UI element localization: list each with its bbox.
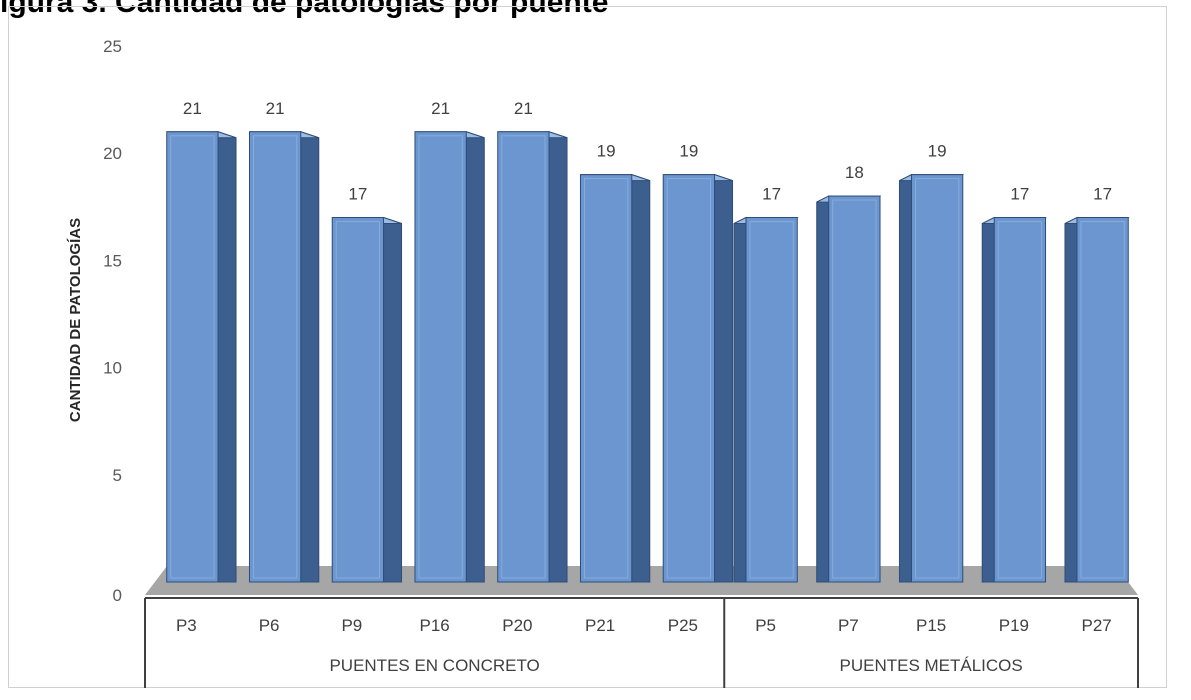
bar-bevel [997, 221, 1043, 579]
x-tick-label-P21: P21 [585, 616, 615, 635]
x-tick-label-P25: P25 [668, 616, 698, 635]
group-label-1: PUENTES METÁLICOS [839, 656, 1022, 675]
bar-bevel [914, 178, 960, 579]
data-label-P3: 21 [183, 99, 202, 118]
bar-front [745, 217, 798, 583]
x-axis: P3 P6 P9 P16 P20 P21 P25 P5 P7 P15 P19 P27 PUENTES E… [144, 597, 1139, 688]
bar-side [300, 131, 320, 583]
bar-bevel [666, 178, 712, 579]
bar-P7 [816, 195, 882, 583]
data-label-P20: 21 [514, 99, 533, 118]
bar-side [217, 131, 237, 583]
x-tick-label-P3: P3 [176, 616, 197, 635]
data-label-P7: 18 [845, 163, 864, 182]
bar-P27 [1064, 216, 1130, 583]
bar-bevel [1080, 221, 1125, 579]
y-tick-label: 15 [103, 251, 122, 270]
bar-front [248, 131, 302, 583]
bar-bevel [335, 221, 381, 579]
bar-front [579, 174, 633, 583]
bar-P6 [248, 131, 320, 583]
bar-front [662, 174, 716, 583]
bar-front [414, 131, 467, 583]
data-label-P15: 19 [928, 142, 947, 161]
data-label-P21: 19 [597, 142, 616, 161]
bar-bevel [749, 221, 794, 579]
bar-front [993, 217, 1047, 583]
bar-bevel [252, 135, 298, 579]
bar-side [714, 173, 734, 583]
bar-P9 [331, 216, 403, 583]
x-tick-label-P5: P5 [755, 616, 776, 635]
y-tick-label: 0 [113, 586, 122, 605]
bar-side [898, 173, 912, 583]
data-label-P25: 19 [679, 142, 698, 161]
data-label-P27: 17 [1093, 185, 1112, 204]
bar-bevel [583, 178, 629, 579]
x-tick-label-P16: P16 [420, 616, 450, 635]
bar-side [383, 216, 403, 583]
bar-side [981, 216, 995, 583]
bar-bevel [501, 135, 546, 579]
data-label-P6: 21 [266, 99, 285, 118]
data-label-P16: 21 [431, 99, 450, 118]
y-tick-label: 25 [103, 37, 122, 56]
bar-P5 [733, 216, 799, 583]
y-tick-label: 5 [113, 466, 122, 485]
bar-P20 [497, 131, 568, 583]
bar-P19 [981, 216, 1047, 583]
x-tick-label-P19: P19 [999, 616, 1029, 635]
data-label-P19: 17 [1010, 185, 1029, 204]
page-title: igura 3. Cantidad de patologías por puen… [0, 0, 609, 19]
bar-front [1076, 217, 1129, 583]
bar-P16 [414, 131, 485, 583]
title-strip: igura 3. Cantidad de patologías por puen… [0, 0, 1191, 34]
y-axis-label: CANTIDAD DE PATOLOGÍAS [67, 218, 84, 422]
bar-side [631, 173, 651, 583]
bar-P25 [662, 173, 734, 583]
bar-bevel [832, 199, 877, 579]
data-labels: 21 21 17 21 21 19 19 17 18 19 17 17 [183, 99, 1112, 204]
bar-bevel [170, 135, 215, 579]
y-tick-label: 10 [103, 359, 122, 378]
x-tick-label-P9: P9 [341, 616, 362, 635]
x-tick-label-P15: P15 [916, 616, 946, 635]
group-label-0: PUENTES EN CONCRETO [329, 656, 539, 675]
data-label-P9: 17 [348, 185, 367, 204]
bar-side [548, 131, 568, 583]
bar-P15 [898, 173, 964, 583]
y-axis: 0 5 10 15 20 25 [103, 37, 122, 605]
bar-front [166, 131, 219, 583]
x-tick-label-P20: P20 [502, 616, 532, 635]
bar-P21 [579, 173, 651, 583]
bar-side [465, 131, 485, 583]
bar-front [497, 131, 550, 583]
bar-bevel [418, 135, 463, 579]
bar-P3 [166, 131, 237, 583]
x-tick-label-P27: P27 [1082, 616, 1112, 635]
data-label-P5: 17 [762, 185, 781, 204]
bar-side [816, 195, 830, 583]
bar-side [1064, 216, 1078, 583]
y-tick-label: 20 [103, 144, 122, 163]
bar-front [828, 195, 881, 583]
x-tick-label-P7: P7 [838, 616, 859, 635]
bar-front [331, 217, 385, 583]
bar-front [910, 174, 964, 583]
chart-frame [8, 6, 1167, 688]
bar-side [733, 216, 747, 583]
x-tick-label-P6: P6 [259, 616, 280, 635]
bars [166, 131, 1130, 583]
